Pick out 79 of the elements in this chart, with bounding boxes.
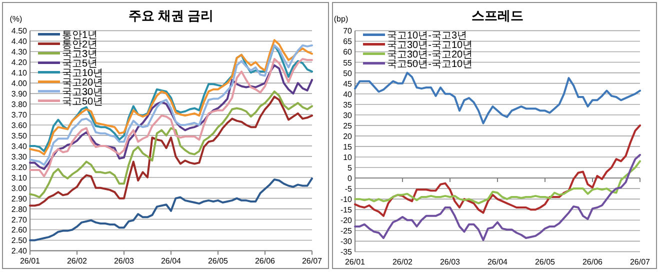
legend-label: 국고50년-국고10년: [387, 58, 473, 70]
x-tick-label: 26/04: [487, 258, 508, 267]
x-tick-label: 26/03: [114, 256, 135, 266]
y-tick-label: -35: [340, 248, 353, 257]
x-tick-label: 26/02: [392, 258, 414, 267]
y-tick-label: 55: [343, 58, 353, 68]
y-tick-label: 40: [343, 90, 353, 99]
legend-label: 국고20년: [62, 77, 104, 88]
x-tick-label: 26/07: [630, 258, 651, 267]
y-tick-label: 5: [348, 164, 353, 173]
x-tick-label: 26/05: [534, 258, 556, 267]
y-tick-label: 15: [343, 142, 353, 152]
y-tick-label: 30: [343, 110, 353, 120]
legend-label: 국고3년: [62, 48, 98, 60]
y-tick-label: 50: [343, 68, 353, 78]
y-axis-title: (%): [10, 14, 23, 24]
x-tick-label: 26/01: [20, 256, 41, 266]
line-series: [29, 177, 313, 242]
y-tick-label: 3.80: [11, 100, 28, 110]
y-tick-label: 65: [343, 37, 353, 46]
y-tick-label: 4.40: [11, 37, 28, 46]
y-tick-label: 2.90: [11, 194, 28, 204]
y-tick-label: 3.40: [11, 142, 28, 151]
x-tick-label: 26/01: [344, 258, 366, 267]
y-tick-label: 3.00: [11, 184, 28, 193]
y-tick-label: 3.30: [11, 152, 28, 162]
legend-label: 통안1년: [62, 30, 98, 41]
legend-label: 국고30년: [62, 86, 104, 98]
x-tick-label: 26/04: [160, 256, 182, 266]
y-tick-label: 4.30: [11, 48, 28, 57]
legend-label: 국고5년: [62, 58, 98, 70]
y-tick-label: 3.70: [11, 110, 28, 120]
x-tick-label: 26/03: [440, 258, 461, 267]
line-series: [354, 124, 641, 217]
y-tick-label: 3.20: [11, 162, 28, 172]
legend-label: 국고30년-국고10년: [387, 40, 473, 51]
y-tick-label: 2.50: [11, 236, 28, 246]
y-tick-label: 2.40: [11, 246, 28, 256]
y-tick-label: 0: [348, 174, 353, 184]
y-tick-label: 45: [343, 79, 353, 88]
y-tick-label: 3.90: [11, 90, 28, 99]
y-tick-label: -15: [340, 206, 353, 215]
y-tick-label: 35: [343, 100, 353, 110]
chart-title: 스프레드: [472, 8, 524, 23]
legend-label: 국고10년-국고3년: [387, 30, 468, 42]
legend-label: 국고50년: [62, 96, 104, 108]
x-tick-label: 26/06: [582, 258, 604, 267]
y-tick-label: 3.50: [11, 131, 28, 140]
y-tick-label: 3.10: [11, 173, 28, 182]
y-tick-label: -10: [340, 195, 353, 204]
x-tick-label: 26/05: [208, 256, 229, 266]
y-tick-label: 20: [343, 132, 353, 141]
legend-label: 국고30년-국고20년: [387, 49, 473, 60]
y-tick-label: -5: [344, 184, 353, 194]
y-tick-label: 4.10: [11, 68, 28, 78]
y-tick-label: 25: [343, 121, 353, 130]
legend-label: 통안2년: [62, 39, 98, 50]
y-tick-label: 2.70: [11, 215, 28, 224]
x-tick-label: 26/02: [66, 256, 88, 266]
y-tick-label: -20: [340, 216, 353, 226]
y-tick-label: 2.80: [11, 204, 28, 214]
y-tick-label: 3.60: [11, 120, 28, 130]
x-tick-label: 26/07: [302, 256, 323, 266]
y-tick-label: 4.20: [11, 58, 28, 68]
y-axis-title: (bp): [334, 14, 348, 24]
y-tick-label: 4.50: [11, 26, 28, 36]
line-series: [354, 160, 641, 204]
chart-title: 주요 채권 금리: [128, 8, 214, 23]
y-tick-label: 10: [343, 152, 353, 162]
y-tick-label: 2.60: [11, 226, 28, 235]
y-tick-label: 4.00: [11, 79, 28, 88]
y-tick-label: -30: [340, 237, 353, 246]
line-series: [354, 154, 641, 242]
legend-label: 국고10년: [62, 68, 104, 79]
y-tick-label: 70: [343, 26, 353, 36]
line-series: [354, 72, 641, 124]
x-tick-label: 26/06: [254, 256, 276, 266]
y-tick-label: -25: [340, 226, 353, 236]
y-tick-label: 60: [343, 48, 353, 57]
